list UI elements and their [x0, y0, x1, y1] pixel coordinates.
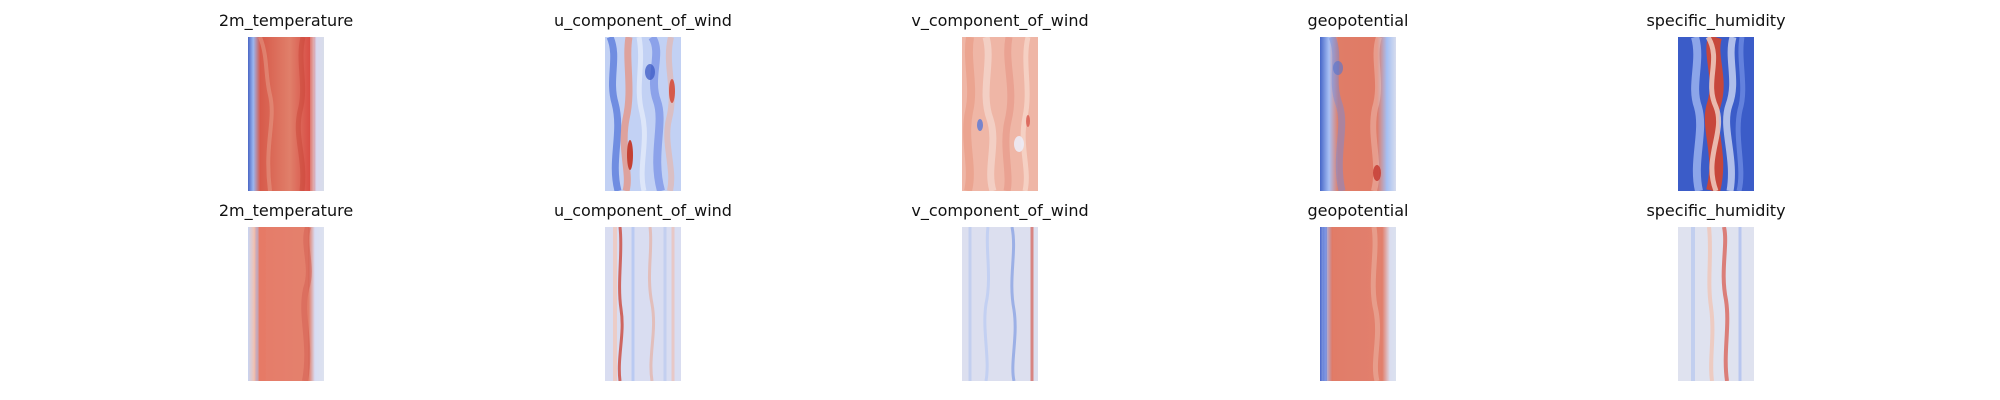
panel-row1-geopotential: geopotential: [1238, 0, 1478, 191]
panel-title: geopotential: [1307, 11, 1409, 30]
panel-title: u_component_of_wind: [554, 201, 732, 220]
heatmap-image: [1320, 227, 1396, 381]
panel-title: geopotential: [1307, 201, 1409, 220]
panel-row2-v-component-of-wind: v_component_of_wind: [880, 190, 1120, 381]
panel-row2-geopotential: geopotential: [1238, 190, 1478, 381]
heatmap-image: [605, 227, 681, 381]
heatmap-image: [1678, 37, 1754, 191]
panel-row2-u-component-of-wind: u_component_of_wind: [523, 190, 763, 381]
heatmap-image: [962, 227, 1038, 381]
panel-row2-2m-temperature: 2m_temperature: [166, 190, 406, 381]
panel-title: v_component_of_wind: [911, 11, 1089, 30]
panel-title: 2m_temperature: [218, 201, 354, 220]
heatmap-image: [248, 227, 324, 381]
panel-row1-u-component-of-wind: u_component_of_wind: [523, 0, 763, 191]
panel-row1-specific-humidity: specific_humidity: [1596, 0, 1836, 191]
heatmap-image: [248, 37, 324, 191]
panel-title: u_component_of_wind: [554, 11, 732, 30]
heatmap-image: [1678, 227, 1754, 381]
heatmap-image: [962, 37, 1038, 191]
panel-row1-v-component-of-wind: v_component_of_wind: [880, 0, 1120, 191]
panel-title: 2m_temperature: [218, 11, 354, 30]
panel-row2-specific-humidity: specific_humidity: [1596, 190, 1836, 381]
panel-title: specific_humidity: [1646, 11, 1786, 30]
panel-title: specific_humidity: [1646, 201, 1786, 220]
panel-title: v_component_of_wind: [911, 201, 1089, 220]
heatmap-image: [1320, 37, 1396, 191]
heatmap-image: [605, 37, 681, 191]
panel-row1-2m-temperature: 2m_temperature: [166, 0, 406, 191]
